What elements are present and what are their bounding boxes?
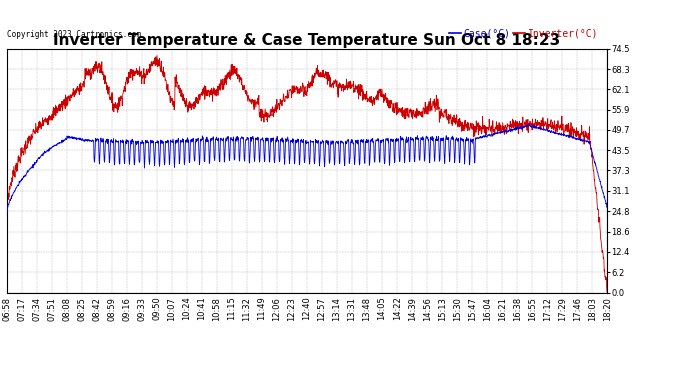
Text: Copyright 2023 Cartronics.com: Copyright 2023 Cartronics.com xyxy=(7,30,141,39)
Legend: Case(°C), Inverter(°C): Case(°C), Inverter(°C) xyxy=(445,24,602,42)
Title: Inverter Temperature & Case Temperature Sun Oct 8 18:23: Inverter Temperature & Case Temperature … xyxy=(53,33,561,48)
